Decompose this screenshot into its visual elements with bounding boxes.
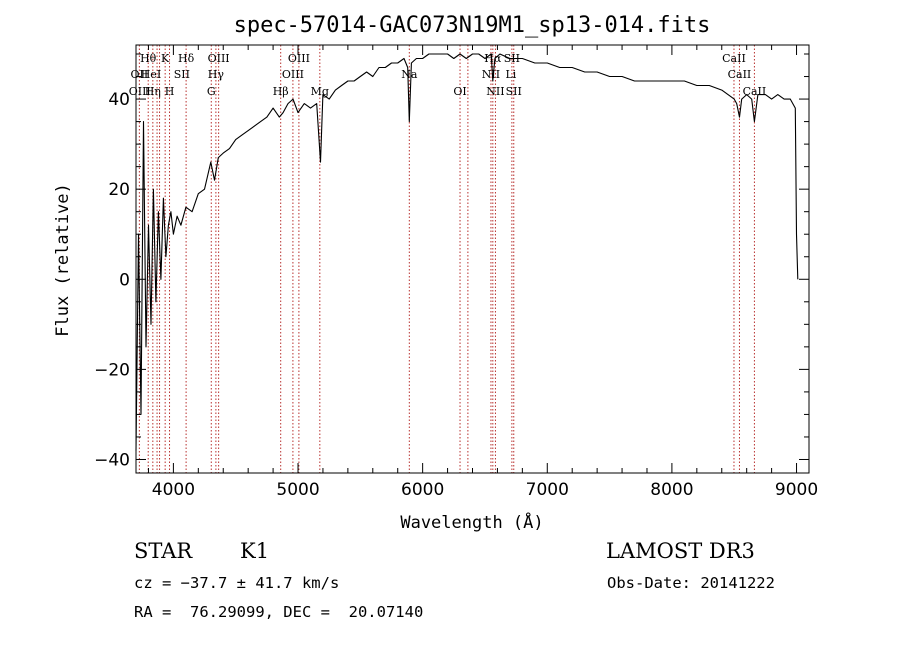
marker-label: G: [207, 85, 216, 98]
object-subclass: K1: [240, 539, 270, 563]
marker-label: Hβ: [273, 85, 289, 98]
marker-label: Hδ: [178, 52, 195, 65]
marker-label: OI: [453, 85, 466, 98]
marker-label: SII: [506, 85, 522, 98]
marker-label: Na: [401, 68, 418, 81]
plot-frame: [135, 44, 810, 474]
marker-label: SII: [174, 68, 190, 81]
marker-label: K: [161, 52, 170, 65]
spectrum-line: [135, 53, 799, 451]
marker-label: Mg: [311, 85, 329, 98]
x-tick-label: 4000: [152, 480, 195, 500]
marker-label: Li: [505, 68, 516, 81]
x-tick-label: 8000: [650, 480, 693, 500]
marker-label: Hη: [145, 85, 161, 98]
marker-label: CaII: [728, 68, 752, 81]
marker-label: OII: [131, 68, 149, 81]
marker-label: Hγ: [208, 68, 225, 81]
marker-label: NII: [482, 68, 500, 81]
survey-name: LAMOST DR3: [606, 539, 755, 563]
axis-ticks: [136, 45, 809, 473]
x-tick-label: 6000: [401, 480, 444, 500]
marker-label: OIII: [208, 52, 230, 65]
marker-label: OIII: [129, 85, 151, 98]
x-tick-label: 7000: [526, 480, 569, 500]
x-tick-label: 9000: [775, 480, 818, 500]
x-tick-label: 5000: [276, 480, 319, 500]
x-axis-label: Wavelength (Å): [400, 511, 543, 533]
emission-line-markers: [138, 45, 755, 473]
axis-tick-labels: 4000 5000 6000 7000 8000 9000 −40 −20 0 20 40: [94, 90, 818, 500]
y-tick-label: −20: [94, 360, 130, 380]
marker-label: H: [165, 85, 175, 98]
chart-title: spec-57014-GAC073N19M1_sp13-014.fits: [234, 13, 711, 38]
marker-label: Hθ: [140, 52, 157, 65]
y-tick-label: 0: [119, 270, 130, 290]
marker-label: OIII: [282, 68, 304, 81]
observation-date: Obs-Date: 20141222: [607, 574, 775, 592]
marker-label: NII: [486, 85, 504, 98]
y-axis-label: Flux (relative): [53, 183, 73, 337]
coordinates: RA = 76.29099, DEC = 20.07140: [134, 603, 424, 621]
y-tick-label: −40: [94, 450, 130, 470]
marker-label: OIII: [288, 52, 310, 65]
y-tick-label: 40: [108, 90, 130, 110]
y-tick-label: 20: [108, 180, 130, 200]
marker-label: HeI: [141, 68, 161, 81]
marker-label: CaII: [743, 85, 767, 98]
marker-label: CaII: [722, 52, 746, 65]
object-class: STAR: [134, 539, 193, 563]
redshift-velocity: cz = −37.7 ± 41.7 km/s: [134, 574, 340, 592]
